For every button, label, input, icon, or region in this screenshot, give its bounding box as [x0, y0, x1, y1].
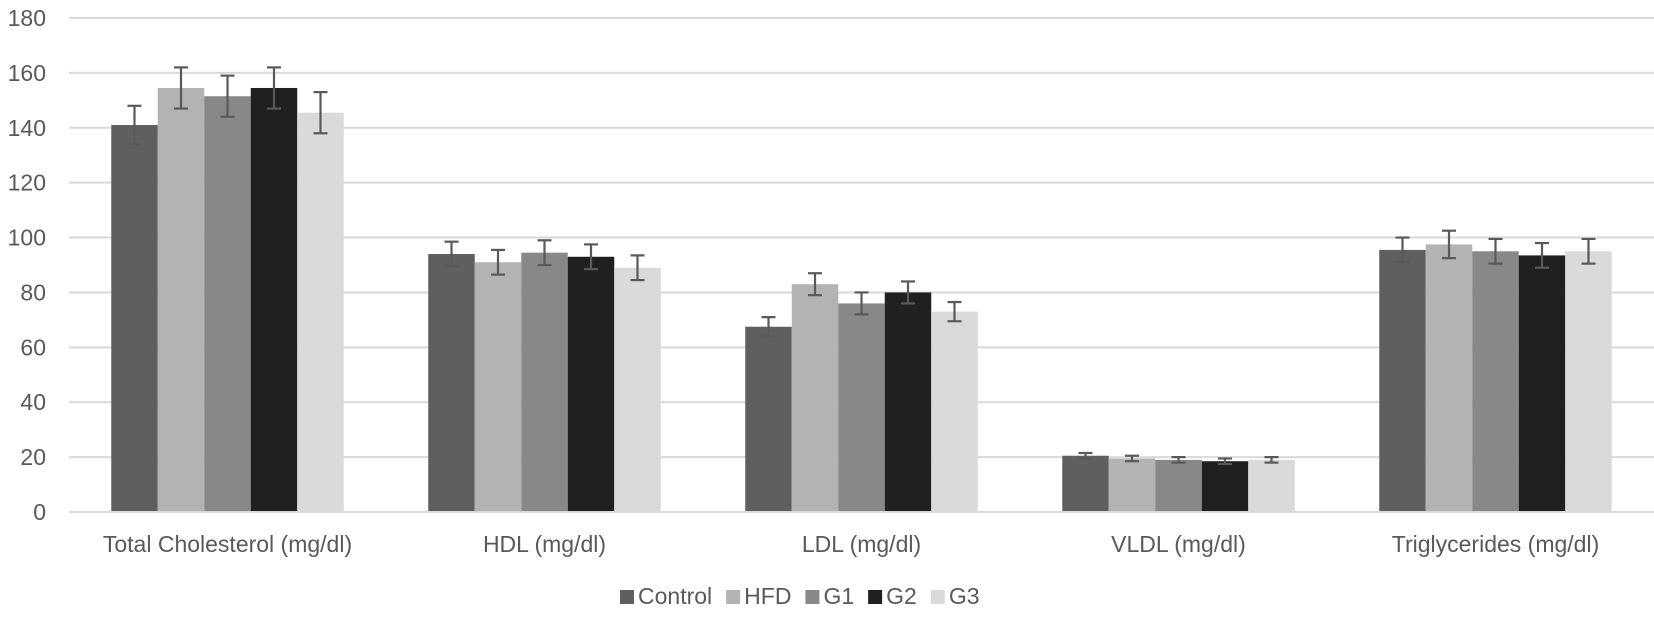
error-bar-g2-1: [584, 243, 598, 271]
bar-hfd-3: [1108, 458, 1156, 512]
x-category-label: Total Cholesterol (mg/dl): [103, 531, 352, 557]
y-tick-label: 40: [20, 389, 46, 415]
error-bar-g3-0: [313, 90, 328, 135]
bar-g1-0: [204, 96, 251, 512]
x-axis-category-labels: Total Cholesterol (mg/dl) HDL (mg/dl) LDL …: [103, 531, 1599, 557]
bar-control-1: [428, 254, 475, 512]
y-tick-label: 60: [20, 334, 46, 360]
bar-g3-4: [1565, 251, 1612, 512]
x-category-label: HDL (mg/dl): [483, 531, 606, 557]
bar-g2-0: [250, 87, 298, 512]
error-bar-g1-2: [854, 291, 869, 316]
bar-g3-2: [931, 311, 978, 512]
error-bar-g1-4: [1488, 237, 1503, 265]
bar-control-3: [1062, 455, 1109, 512]
bar-g2-4: [1518, 255, 1566, 512]
bar-g3-3: [1248, 459, 1295, 512]
error-bar-g3-4: [1581, 237, 1596, 265]
error-bar-hfd-4: [1442, 229, 1456, 260]
bar-g1-3: [1155, 459, 1202, 512]
y-tick-label: 80: [20, 279, 46, 305]
bar-g1-2: [838, 303, 885, 512]
error-bar-control-4: [1395, 236, 1410, 264]
error-bar-hfd-3: [1125, 454, 1139, 463]
error-bar-g3-2: [947, 300, 962, 323]
bar-g2-2: [884, 292, 932, 512]
bar-control-2: [745, 326, 792, 512]
legend-label: G3: [949, 583, 980, 609]
error-bar-g3-1: [630, 254, 645, 282]
bar-control-0: [111, 125, 158, 513]
legend-label: HFD: [744, 583, 791, 609]
error-bar-g1-0: [220, 74, 235, 118]
error-bar-g2-4: [1535, 241, 1549, 269]
legend-item-g1: G1: [805, 583, 854, 609]
error-bar-control-2: [761, 316, 776, 338]
x-category-label: Triglycerides (mg/dl): [1392, 531, 1599, 557]
bar-hfd-4: [1425, 244, 1473, 512]
error-bars: [127, 66, 1596, 466]
legend-swatch: [726, 590, 741, 604]
error-bar-g2-3: [1218, 457, 1232, 466]
bar-hfd-1: [474, 262, 522, 512]
legend-item-control: Control: [620, 583, 712, 609]
legend-swatch: [805, 590, 820, 604]
bars: [111, 87, 1612, 513]
y-axis-tick-labels: 0 20 40 60 80 100 120 140 160 180: [8, 5, 46, 525]
legend-label: G1: [823, 583, 854, 609]
bar-hfd-0: [157, 87, 205, 512]
y-tick-label: 100: [8, 225, 46, 251]
legend-item-g2: G2: [868, 583, 917, 609]
x-category-label: VLDL (mg/dl): [1111, 531, 1246, 557]
bar-control-4: [1379, 249, 1426, 512]
legend-swatch: [620, 590, 634, 604]
error-bar-hfd-2: [808, 272, 822, 297]
error-bar-g3-3: [1264, 456, 1279, 464]
error-bar-g2-0: [267, 66, 281, 110]
error-bar-hfd-1: [491, 248, 505, 276]
bar-g1-1: [521, 252, 568, 512]
y-tick-label: 180: [8, 5, 46, 31]
y-tick-label: 0: [33, 499, 46, 525]
y-tick-label: 160: [8, 60, 46, 86]
error-bar-g2-2: [901, 280, 915, 305]
legend-item-hfd: HFD: [726, 583, 791, 609]
bar-g3-0: [297, 112, 344, 512]
bar-hfd-2: [791, 284, 839, 512]
bar-g1-4: [1472, 251, 1519, 512]
legend-item-g3: G3: [930, 583, 980, 609]
legend: Control HFD G1 G2 G3: [620, 583, 980, 609]
y-tick-label: 20: [20, 444, 46, 470]
error-bar-g1-1: [537, 239, 552, 267]
error-bar-control-3: [1078, 451, 1093, 460]
bar-g2-3: [1201, 461, 1249, 512]
bar-g2-1: [567, 256, 615, 512]
error-bar-hfd-0: [174, 66, 188, 110]
error-bar-g1-3: [1171, 456, 1186, 464]
x-category-label: LDL (mg/dl): [802, 531, 921, 557]
legend-label: Control: [638, 583, 712, 609]
error-bar-control-1: [444, 240, 459, 268]
bar-g3-1: [614, 267, 661, 512]
legend-swatch: [868, 590, 883, 604]
legend-label: G2: [886, 583, 917, 609]
y-tick-label: 140: [8, 115, 46, 141]
y-tick-label: 120: [8, 170, 46, 196]
legend-swatch: [930, 590, 945, 604]
error-bar-control-0: [127, 104, 142, 146]
